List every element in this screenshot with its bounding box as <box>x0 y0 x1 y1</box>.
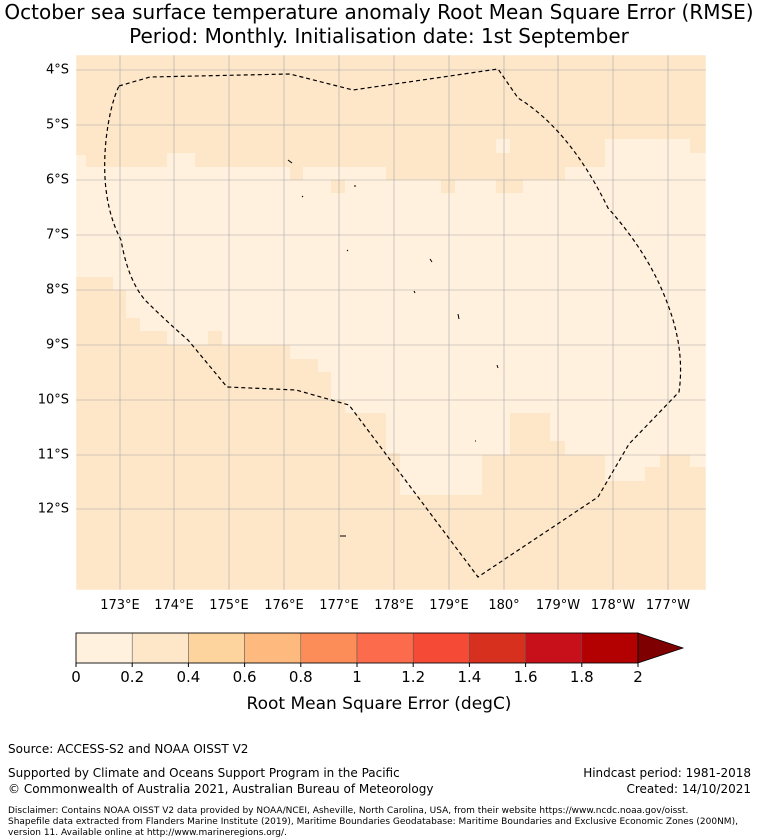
colorbar-tick-label: 0.2 <box>120 668 144 686</box>
lat-tick-labels: 4°S 5°S 6°S 7°S 8°S 9°S 10°S 11°S 12°S <box>38 63 69 517</box>
colorbar-segment <box>581 632 639 664</box>
lon-label: 176°E <box>264 598 304 613</box>
colorbar-segment <box>75 632 133 664</box>
map-title-line1: October sea surface temperature anomaly … <box>4 0 754 24</box>
eez-boundary <box>104 68 682 578</box>
created-date: Created: 14/10/2021 <box>626 782 751 796</box>
lat-label: 8°S <box>46 283 69 298</box>
lat-label: 11°S <box>38 448 69 463</box>
lon-label: 174°E <box>154 598 194 613</box>
colorbar-tick-label: 1 <box>352 668 362 686</box>
lat-label: 12°S <box>38 502 69 517</box>
colorbar-segment <box>412 632 470 664</box>
lon-gridlines <box>119 55 669 590</box>
disclaimer: Disclaimer: Contains NOAA OISST V2 data … <box>8 806 758 839</box>
disclaimer-line: version 11. Available online at http://w… <box>8 828 287 838</box>
lat-label: 9°S <box>46 338 69 353</box>
low-error-zone <box>76 139 706 481</box>
colorbar-label: Root Mean Square Error (degC) <box>247 694 512 714</box>
colorbar-tick-label: 1.2 <box>401 668 425 686</box>
colorbar-segment <box>525 632 583 664</box>
colorbar-extend-arrow <box>637 632 685 664</box>
colorbar-tick-label: 0.6 <box>233 668 257 686</box>
low-error-zone <box>496 139 510 153</box>
island <box>496 364 499 369</box>
low-error-zone <box>400 467 482 495</box>
lat-label: 5°S <box>46 118 69 133</box>
colorbar <box>75 632 639 664</box>
hindcast-period: Hindcast period: 1981-2018 <box>583 766 751 780</box>
lon-label: 177°E <box>319 598 359 613</box>
map-frame <box>75 54 707 591</box>
colorbar-tick-label: 1.6 <box>514 668 538 686</box>
lon-label: 180° <box>488 598 519 613</box>
lat-gridlines <box>76 69 706 510</box>
colorbar-segment <box>356 632 414 664</box>
lon-label: 179°E <box>429 598 469 613</box>
colorbar-tick-label: 0.4 <box>176 668 200 686</box>
colorbar-ticks: 0 0.2 0.4 0.6 0.8 1 1.2 1.4 1.6 1.8 2 <box>71 663 643 686</box>
colorbar-tick-label: 1.8 <box>570 668 594 686</box>
colorbar-segment <box>244 632 302 664</box>
colorbar-tick-label: 0 <box>71 668 81 686</box>
source-text: Source: ACCESS-S2 and NOAA OISST V2 <box>8 742 249 756</box>
lon-label: 178°W <box>591 598 635 613</box>
lat-label: 10°S <box>38 393 69 408</box>
island <box>457 313 460 320</box>
colorbar-segment <box>300 632 358 664</box>
colorbar-segment <box>131 632 189 664</box>
lon-tick-labels: 173°E 174°E 175°E 176°E 177°E 178°E 179°… <box>100 598 690 613</box>
colorbar-tick-label: 0.8 <box>289 668 313 686</box>
lon-label: 173°E <box>100 598 140 613</box>
islands <box>287 159 499 537</box>
supported-text: Supported by Climate and Oceans Support … <box>8 766 400 780</box>
island <box>346 249 349 252</box>
lat-label: 4°S <box>46 63 69 78</box>
rmse-field <box>76 55 706 590</box>
island <box>413 290 416 294</box>
colorbar-tick-label: 2 <box>633 668 643 686</box>
island <box>301 195 304 198</box>
lon-label: 179°W <box>536 598 580 613</box>
lon-label: 175°E <box>209 598 249 613</box>
island <box>287 159 293 164</box>
copyright-text: © Commonwealth of Australia 2021, Austra… <box>8 782 434 796</box>
disclaimer-line: Disclaimer: Contains NOAA OISST V2 data … <box>8 806 689 816</box>
colorbar-segment <box>188 632 245 664</box>
colorbar-segment <box>469 632 526 664</box>
island <box>429 258 433 263</box>
map-title-line2: Period: Monthly. Initialisation date: 1s… <box>129 24 629 48</box>
disclaimer-line: Shapefile data extracted from Flanders M… <box>8 817 738 827</box>
lat-label: 6°S <box>46 173 69 188</box>
lon-label: 178°E <box>374 598 414 613</box>
colorbar-tick-label: 1.4 <box>457 668 481 686</box>
lat-label: 7°S <box>46 228 69 243</box>
lon-label: 177°W <box>646 598 690 613</box>
